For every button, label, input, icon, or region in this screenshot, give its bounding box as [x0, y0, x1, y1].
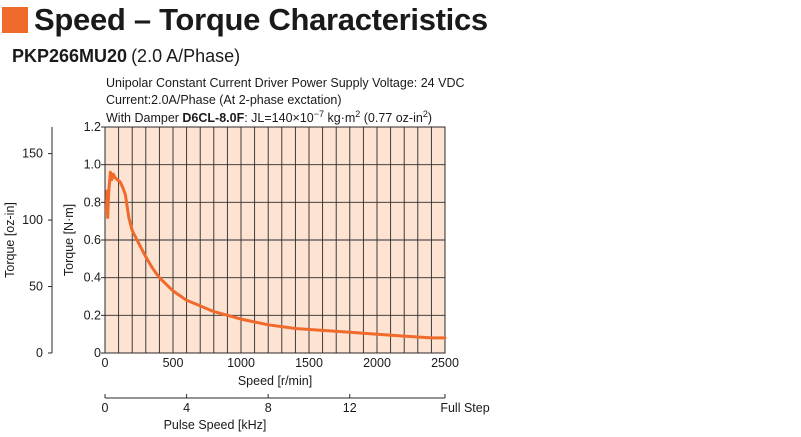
condition-line-2: Current:2.0A/Phase (At 2-phase exctation…	[106, 93, 342, 107]
y2-axis: 0 50 100 150	[22, 127, 53, 360]
x-tick-label: 1500	[295, 356, 323, 370]
inertia-oz: (0.77 oz-in	[360, 111, 423, 126]
damper-prefix: With Damper	[106, 111, 183, 126]
x2-tick-label: 8	[265, 401, 272, 415]
page-title: Speed – Torque Characteristics	[34, 2, 488, 37]
inertia-value: : JL=140×10	[244, 111, 314, 126]
x-axis-label: Speed [r/min]	[238, 374, 312, 388]
y-tick-label: 0.2	[84, 308, 101, 322]
y-tick-label: 0	[94, 346, 101, 360]
x2-axis-label: Pulse Speed [kHz]	[164, 418, 267, 432]
x-tick-label: 2000	[363, 356, 391, 370]
damper-model: D6CL-8.0F	[182, 111, 245, 126]
y-axis-ticks: 0 0.2 0.4 0.6 0.8 1.0 1.2	[84, 120, 105, 360]
x2-axis-end-label: Full Step	[440, 401, 489, 415]
y2-axis-label: Torque [oz-in]	[3, 202, 17, 278]
y-tick-label: 0.8	[84, 195, 101, 209]
x2-tick-label: 4	[183, 401, 190, 415]
model-name: PKP266MU20	[12, 46, 128, 66]
y2-tick-label: 0	[36, 346, 43, 360]
y2-tick-label: 100	[22, 213, 43, 227]
inertia-unit: kg·m	[324, 111, 356, 126]
condition-line-3: With Damper D6CL-8.0F: JL=140×10−7 kg·m2…	[106, 109, 432, 125]
x-tick-label: 1000	[227, 356, 255, 370]
x2-axis: 0 4 8 12	[102, 394, 446, 415]
y-axis-label: Torque [N·m]	[62, 204, 76, 276]
x2-tick-label: 12	[343, 401, 357, 415]
inertia-oz-exponent: 2	[422, 109, 428, 119]
inertia-unit-exponent: 2	[355, 109, 361, 119]
y-tick-label: 0.4	[84, 271, 101, 285]
x-tick-label: 500	[163, 356, 184, 370]
torque-curve	[104, 170, 447, 340]
title-row: Speed – Torque Characteristics	[2, 2, 488, 38]
y-tick-label: 1.2	[84, 120, 101, 134]
x-tick-label: 0	[102, 356, 109, 370]
y-tick-label: 1.0	[84, 158, 101, 172]
grid-lines	[105, 127, 445, 353]
model-row: PKP266MU20 (2.0 A/Phase)	[12, 46, 240, 67]
inertia-exponent: −7	[313, 109, 325, 119]
x2-tick-label: 0	[102, 401, 109, 415]
y-tick-label: 0.6	[84, 233, 101, 247]
title-bullet-square	[2, 7, 28, 33]
inertia-close: )	[427, 111, 432, 126]
y2-tick-label: 150	[22, 147, 43, 161]
model-note: (2.0 A/Phase)	[131, 46, 241, 66]
x-axis-ticks: 0 500 1000 1500 2000 2500	[102, 356, 459, 370]
y2-tick-label: 50	[29, 280, 43, 294]
condition-line-1: Unipolar Constant Current Driver Power S…	[106, 76, 465, 90]
x-tick-label: 2500	[431, 356, 459, 370]
